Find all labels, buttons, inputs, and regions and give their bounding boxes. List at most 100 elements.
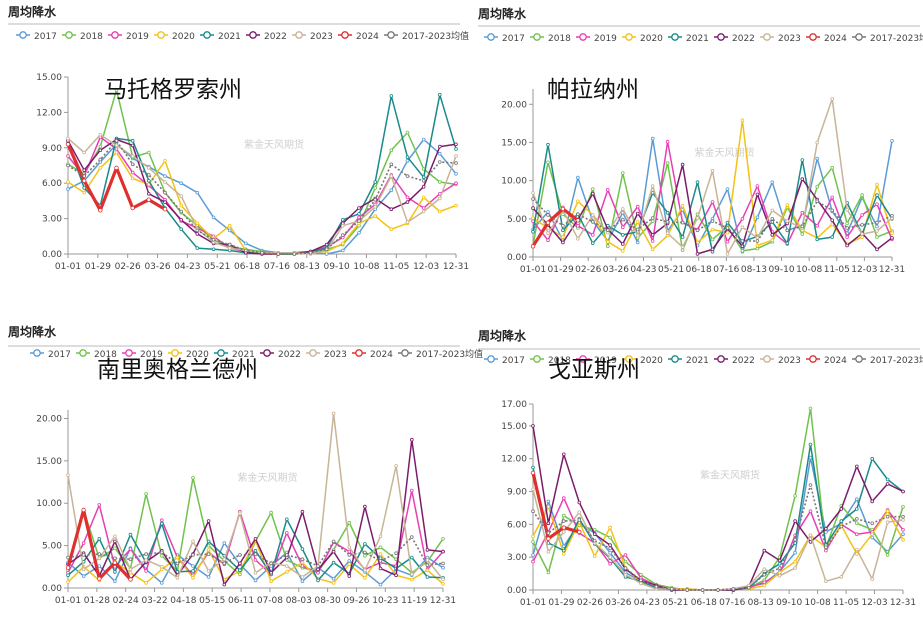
legend-item-2022[interactable]: 2022 [714,33,755,44]
data-point [870,521,874,526]
legend-marker-icon [625,355,633,363]
data-point [82,174,86,178]
data-point [191,539,195,544]
legend-item-2024[interactable]: 2024 [338,31,379,42]
legend-item-2018[interactable]: 2018 [530,355,571,366]
data-point [845,226,849,230]
data-point [357,212,361,216]
data-point [577,500,582,505]
data-point [128,577,133,582]
data-point [770,180,775,185]
legend-item-2021[interactable]: 2021 [214,349,255,360]
legend-item-2020[interactable]: 2020 [622,355,663,366]
legend-item-2023[interactable]: 2023 [306,349,347,360]
data-point [608,561,612,566]
data-point [227,246,232,250]
legend-item-2017[interactable]: 2017 [16,31,57,42]
data-point [284,517,289,522]
data-point [808,406,813,411]
data-point [244,248,248,253]
data-point [300,560,305,565]
data-point [830,218,834,223]
data-point [130,162,135,167]
watermark: 紫金天风期货 [695,146,755,159]
data-point [130,170,135,175]
x-tick-label: 05-21 [662,598,688,608]
legend-item-2017[interactable]: 2017 [484,33,525,44]
data-point [665,210,670,215]
data-point [731,587,736,591]
legend-item-2023[interactable]: 2023 [760,355,801,366]
data-point [815,156,819,161]
x-tick-label: 07-16 [264,262,290,272]
data-point [300,564,305,568]
legend-item-2018[interactable]: 2018 [62,31,103,42]
series-2017-2023均值 [531,483,905,592]
data-point [363,550,367,555]
data-point [860,213,864,217]
data-point [405,195,410,200]
legend-item-2017[interactable]: 2017 [484,355,525,366]
series-2017-2023均值 [66,535,445,568]
legend-item-2019[interactable]: 2019 [122,349,163,360]
legend-item-2020[interactable]: 2020 [168,349,209,360]
data-point [808,540,813,544]
legend-item-2022[interactable]: 2022 [246,31,287,42]
data-point [97,556,102,561]
legend-item-2024[interactable]: 2024 [806,355,847,366]
legend-item-2020[interactable]: 2020 [154,31,195,42]
legend-item-2019[interactable]: 2019 [108,31,149,42]
legend-item-2023[interactable]: 2023 [292,31,333,42]
legend-item-2017[interactable]: 2017 [30,349,71,360]
series-2021 [66,517,445,583]
data-point [340,248,345,253]
legend-label: 2020 [640,356,663,366]
data-point [227,242,232,247]
data-point [260,251,264,255]
data-point [340,241,345,246]
legend-item-2017-2023均值[interactable]: 2017-2023均值 [852,354,923,366]
data-point [389,174,394,178]
legend-item-2021[interactable]: 2021 [668,355,709,366]
data-point [195,190,200,195]
legend-item-2022[interactable]: 2022 [260,349,301,360]
x-tick-label: 09-10 [324,262,350,272]
legend-item-2022[interactable]: 2022 [714,355,755,366]
legend-item-2019[interactable]: 2019 [576,355,617,366]
legend-item-2018[interactable]: 2018 [76,349,117,360]
data-point [785,241,790,246]
data-point [144,581,148,585]
data-point [561,548,566,553]
legend-item-2021[interactable]: 2021 [668,33,709,44]
legend-item-2017-2023均值[interactable]: 2017-2023均值 [384,30,469,42]
data-point [112,560,118,565]
legend-label: 2019 [594,356,617,366]
legend-item-2020[interactable]: 2020 [622,33,663,44]
legend-item-2023[interactable]: 2023 [760,33,801,44]
data-point [340,218,345,222]
data-point [82,168,86,173]
legend-marker-icon [809,355,817,363]
data-point [409,555,414,560]
x-tick-label: 01-01 [55,596,81,606]
legend-item-2017-2023均值[interactable]: 2017-2023均值 [852,32,923,44]
legend-item-2024[interactable]: 2024 [352,349,393,360]
y-tick-label: 9.00 [507,488,527,498]
data-point [639,578,643,582]
legend-item-2019[interactable]: 2019 [576,33,617,44]
legend-item-2024[interactable]: 2024 [806,33,847,44]
data-point [206,575,211,579]
legend-item-2017-2023均值[interactable]: 2017-2023均值 [398,348,483,360]
legend-item-2021[interactable]: 2021 [200,31,241,42]
legend-label: 2017 [502,356,525,366]
data-point [113,579,117,583]
data-point [620,217,625,222]
legend-item-2018[interactable]: 2018 [530,33,571,44]
data-point [409,437,414,442]
data-point [405,130,410,135]
data-point [308,251,313,255]
x-tick-label: 08-13 [748,598,774,608]
data-point [815,199,819,204]
data-point [81,178,87,183]
data-point [531,424,535,428]
